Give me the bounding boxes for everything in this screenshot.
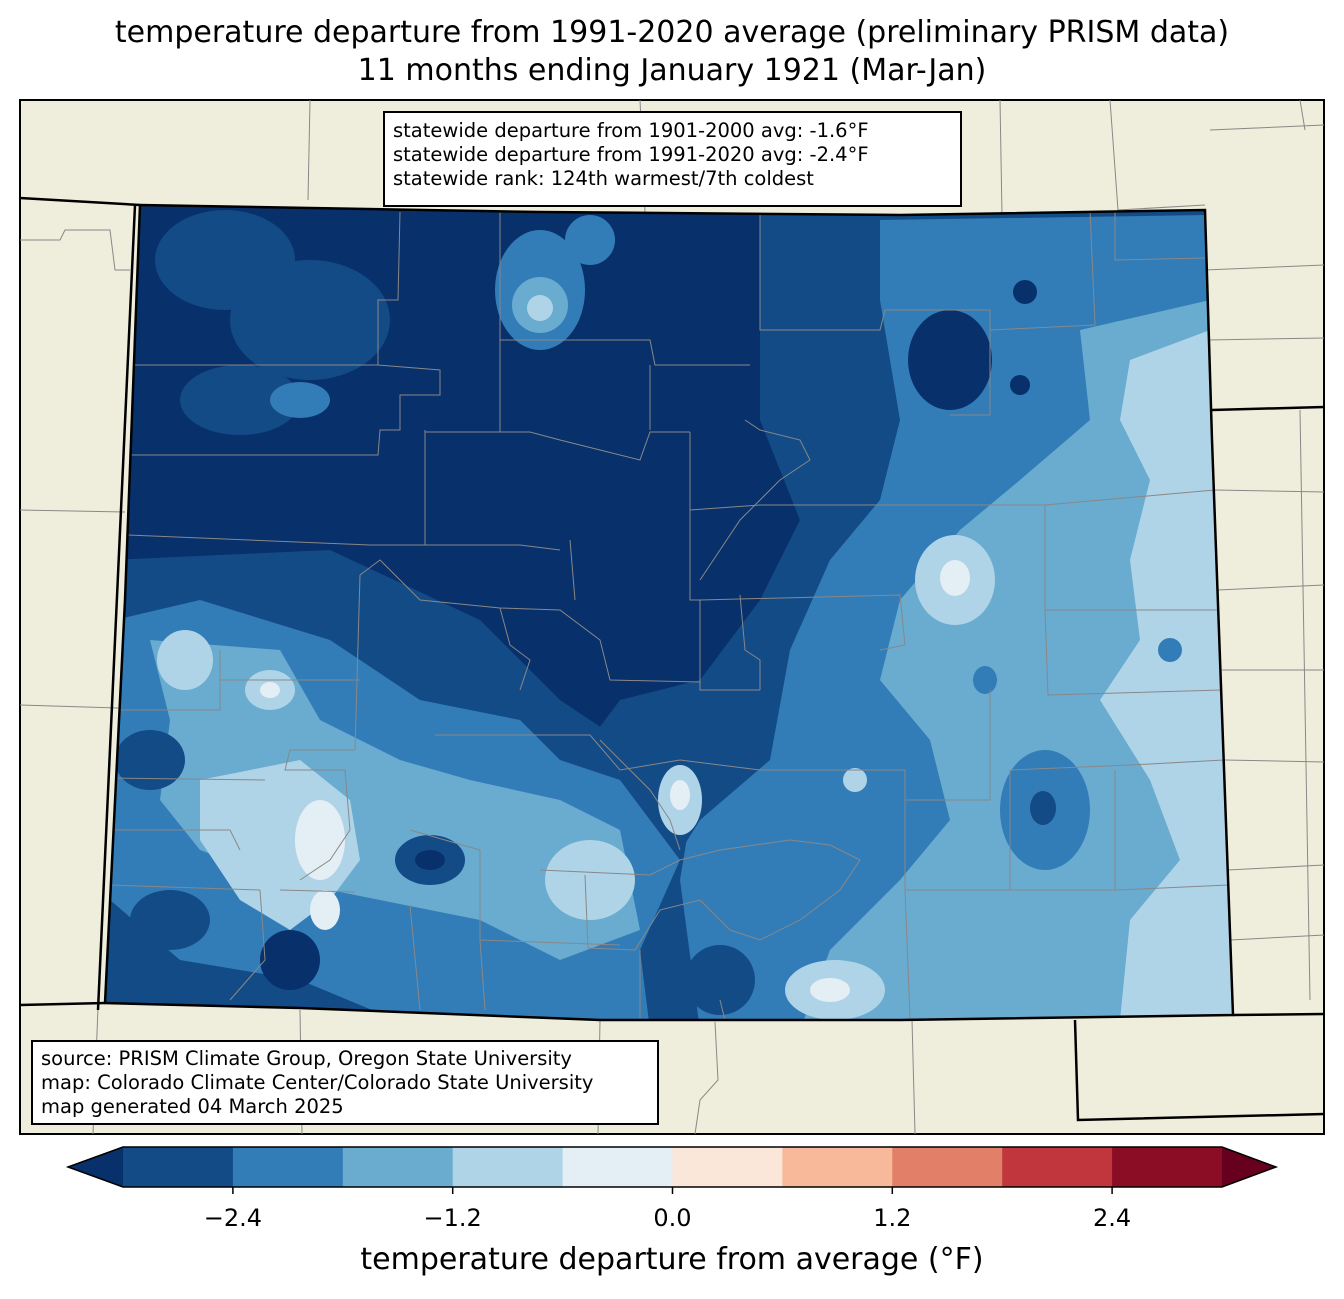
colorbar-bin <box>782 1147 893 1187</box>
stats-rank: statewide rank: 124th warmest/7th coldes… <box>393 167 814 190</box>
colorbar-tick-label: 1.2 <box>873 1204 912 1232</box>
colorbar-bin <box>672 1147 783 1187</box>
colorbar-ticks <box>232 1187 1113 1194</box>
colorado-boundary <box>103 203 1235 1022</box>
colorbar-tick-label: −2.4 <box>203 1204 263 1232</box>
county-lines <box>109 209 1229 1020</box>
colorbar-bin <box>1002 1147 1113 1187</box>
colorado-temperature-map <box>19 99 1325 1135</box>
state-boundaries <box>19 196 1325 1122</box>
source-line: source: PRISM Climate Group, Oregon Stat… <box>41 1047 572 1070</box>
source-box: source: PRISM Climate Group, Oregon Stat… <box>31 1040 659 1125</box>
colorbar-bins <box>123 1147 1223 1187</box>
colorbar-bin <box>1112 1147 1223 1187</box>
stats-departure-1901-2000: statewide departure from 1901-2000 avg: … <box>393 119 869 142</box>
temperature-field <box>105 205 1233 1020</box>
colorbar-bin <box>562 1147 673 1187</box>
map-title-line-2: 11 months ending January 1921 (Mar-Jan) <box>357 53 987 88</box>
stats-departure-1991-2020: statewide departure from 1991-2020 avg: … <box>393 143 869 166</box>
colorbar-label: temperature departure from average (°F) <box>360 1242 984 1277</box>
colorbar-bin <box>123 1147 234 1187</box>
colorbar-outline <box>65 1146 1279 1188</box>
map-title-line-1: temperature departure from 1991-2020 ave… <box>114 15 1230 50</box>
colorbar-bin <box>892 1147 1003 1187</box>
colorbar-tick-label: 0.0 <box>653 1204 692 1232</box>
map-credit-line: map: Colorado Climate Center/Colorado St… <box>41 1071 594 1094</box>
colorbar-bin <box>342 1147 454 1187</box>
colorbar-over-arrow <box>1222 1147 1276 1187</box>
colorbar-under-arrow <box>68 1147 123 1187</box>
map-generated-line: map generated 04 March 2025 <box>41 1095 344 1118</box>
colorbar-bin <box>452 1147 564 1187</box>
colorbar-tick-label: 2.4 <box>1093 1204 1132 1232</box>
colorbar-tick-label: −1.2 <box>423 1204 482 1232</box>
statewide-stats-box: statewide departure from 1901-2000 avg: … <box>383 111 962 207</box>
colorbar-bin <box>232 1147 344 1187</box>
